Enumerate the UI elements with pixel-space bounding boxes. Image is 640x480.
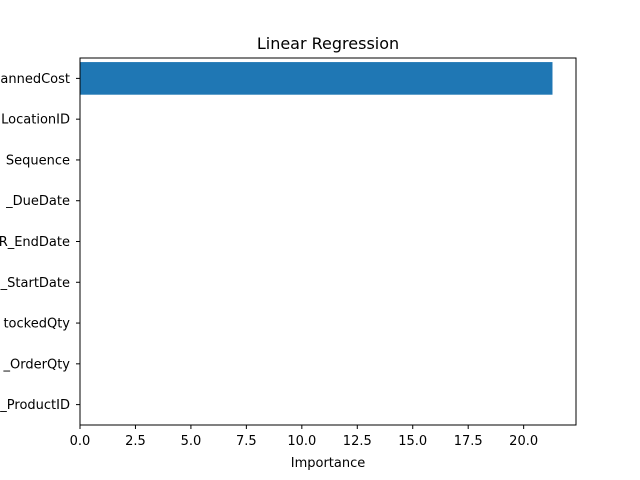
y-tick-label: _StartDate	[0, 276, 70, 291]
x-tick-label: 0.0	[70, 434, 91, 449]
x-tick-label: 17.5	[454, 434, 483, 449]
y-tick-label: _ProductID	[0, 398, 70, 413]
x-tick-label: 12.5	[343, 434, 372, 449]
x-axis-label: Importance	[291, 456, 366, 471]
x-tick-label: 5.0	[181, 434, 202, 449]
y-tick-label: LocationID	[1, 113, 70, 128]
chart-title: Linear Regression	[257, 34, 399, 53]
x-tick-label: 10.0	[287, 434, 316, 449]
x-tick-label: 15.0	[398, 434, 427, 449]
y-tick-label: R_EndDate	[0, 235, 70, 250]
x-tick-label: 20.0	[509, 434, 538, 449]
x-axis-ticks: 0.0 2.5 5.0 7.5 10.0 12.5 15.0 17.5 20.0	[70, 425, 538, 449]
y-tick-label: tockedQty	[3, 317, 70, 332]
bar	[80, 62, 553, 95]
plot-frame	[79, 57, 577, 426]
y-tick-label: _DueDate	[5, 194, 70, 209]
y-tick-label: Sequence	[6, 153, 70, 168]
y-tick-label: annedCost	[0, 72, 70, 87]
bar-layer	[80, 62, 553, 95]
y-tick-label: _OrderQty	[3, 357, 71, 372]
x-tick-label: 7.5	[236, 434, 257, 449]
x-tick-label: 2.5	[125, 434, 146, 449]
y-axis-ticks: annedCost LocationID Sequence _DueDate R_End…	[0, 72, 80, 413]
